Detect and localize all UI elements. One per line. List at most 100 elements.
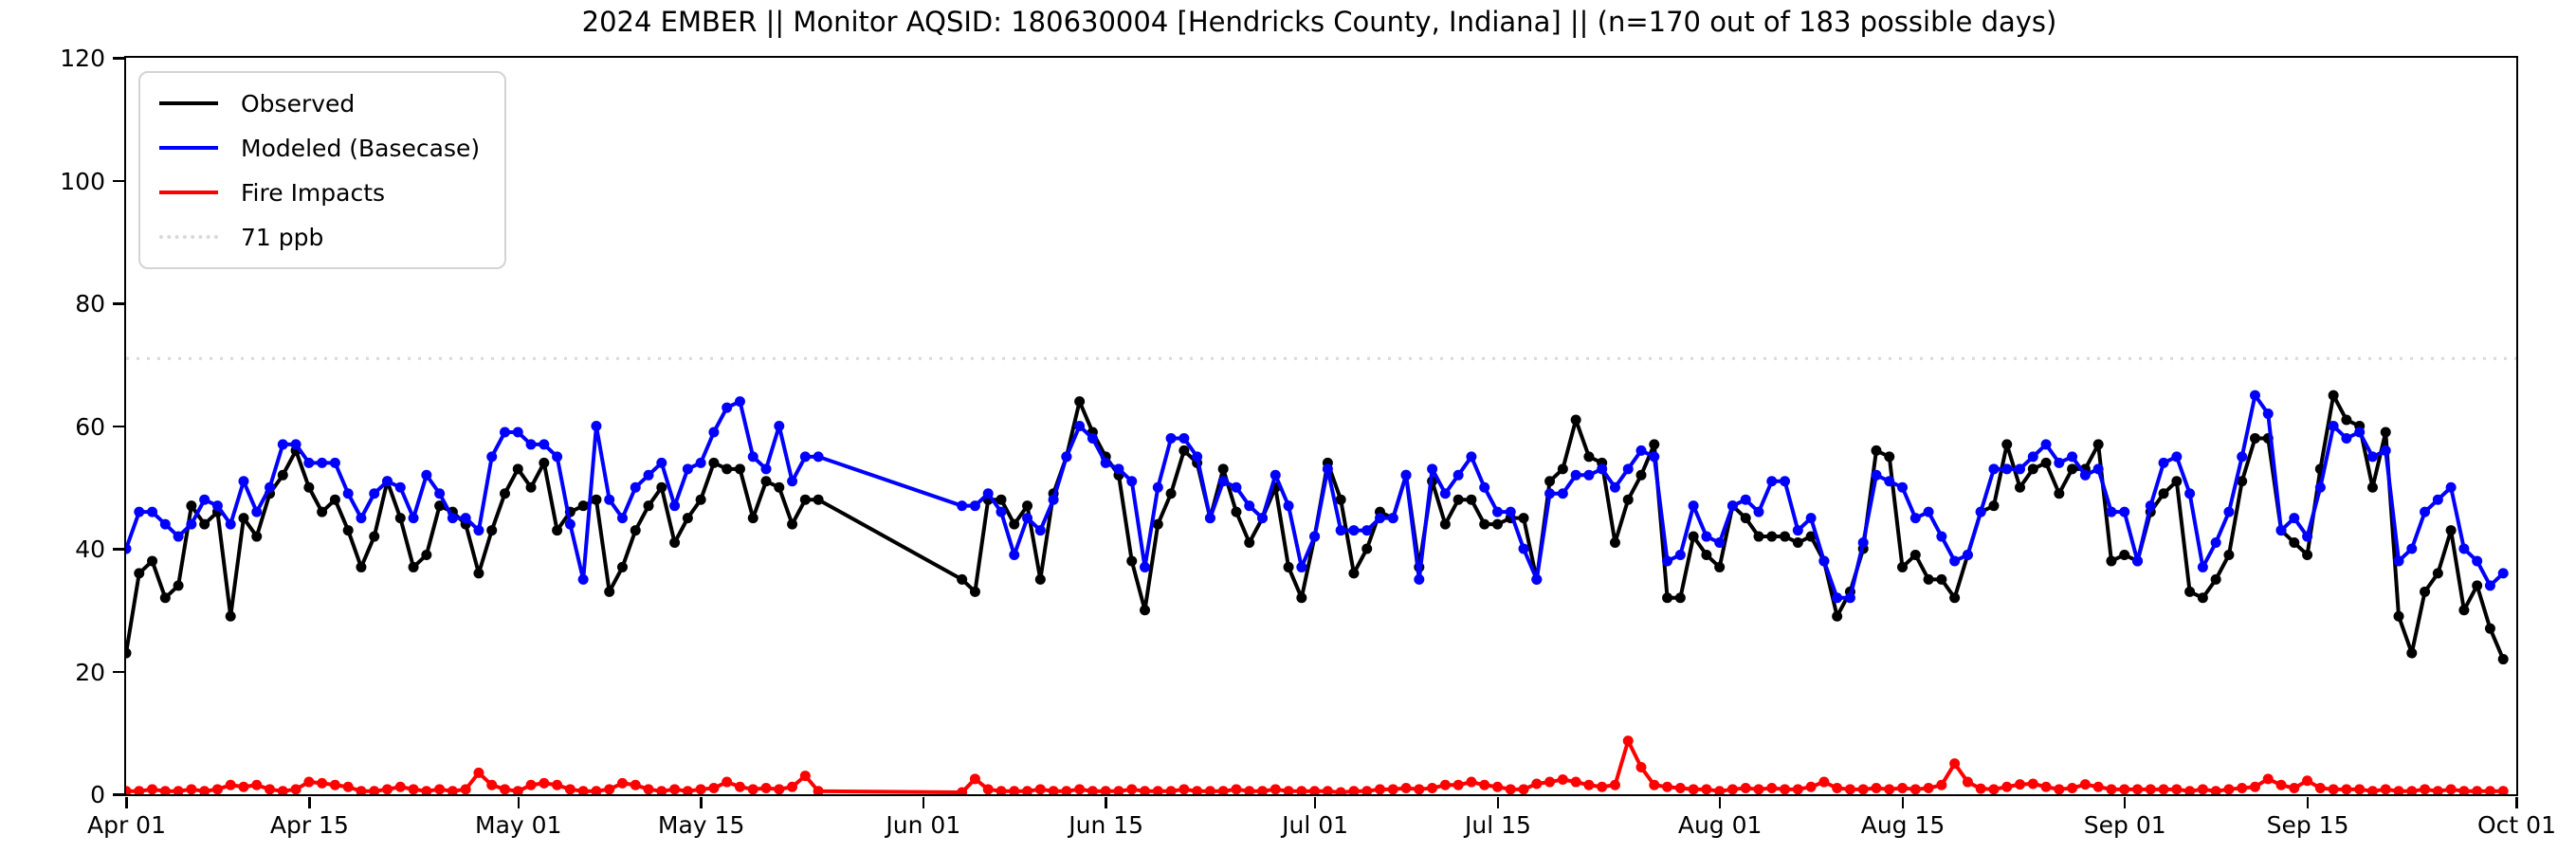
fire-impacts-point (1348, 786, 1360, 794)
observed-point (1909, 549, 1921, 560)
fire-impacts-point (1609, 779, 1620, 790)
fire-impacts-point (1439, 779, 1451, 790)
x-tick-label: Aug 15 (1860, 811, 1946, 839)
modeled-basecase-point (1335, 525, 1346, 536)
fire-impacts-point (1662, 781, 1673, 792)
fire-impacts-point (1244, 786, 1255, 794)
fire-impacts-point (2184, 786, 2196, 794)
modeled-basecase-point (382, 476, 393, 487)
modeled-basecase-point (1074, 421, 1086, 431)
fire-impacts-point (126, 786, 132, 794)
modeled-basecase-point (1400, 469, 1412, 481)
legend-item-observed: Observed (159, 86, 480, 120)
modeled-basecase-point (982, 488, 994, 499)
fire-impacts-point (2420, 784, 2431, 794)
modeled-basecase-point (1178, 432, 1190, 444)
modeled-basecase-point (1688, 500, 1699, 512)
modeled-basecase-point (2328, 421, 2339, 431)
fire-impacts-point (2341, 784, 2352, 794)
modeled-basecase-point (1622, 463, 1634, 475)
observed-point (421, 549, 432, 560)
fire-impacts-point (1857, 784, 1869, 794)
fire-impacts-point (1165, 786, 1177, 794)
modeled-basecase-point (774, 421, 785, 431)
observed-point (2289, 537, 2300, 549)
modeled-basecase-point (630, 481, 641, 493)
observed-point (394, 513, 406, 524)
observed-point (512, 463, 523, 475)
fire-impacts-point (199, 786, 210, 794)
modeled-basecase-point (1009, 549, 1020, 560)
fire-impacts-point (211, 784, 223, 794)
observed-point (1897, 561, 1909, 572)
x-tick-mark (2515, 797, 2518, 808)
fire-impacts-point (1557, 773, 1568, 785)
modeled-basecase-point (1427, 463, 1438, 475)
modeled-basecase-point (1348, 525, 1360, 536)
observed-point (1034, 573, 1046, 585)
fire-impacts-point (996, 786, 1007, 794)
fire-impacts-point (225, 779, 236, 790)
modeled-basecase-point (159, 518, 171, 530)
modeled-basecase-point (329, 457, 340, 468)
modeled-basecase-point (1597, 463, 1608, 475)
modeled-basecase-point (1962, 549, 1973, 560)
fire-impacts-point (1204, 786, 1215, 794)
fire-impacts-point (1988, 784, 2000, 794)
modeled-basecase-point (747, 451, 758, 463)
observed-point (1178, 445, 1190, 456)
observed-point (1231, 506, 1242, 517)
modeled-basecase-point (616, 513, 628, 524)
modeled-basecase-point (1113, 463, 1124, 475)
observed-point (2328, 390, 2339, 401)
observed-point (2223, 549, 2235, 560)
modeled-basecase-point (1061, 451, 1072, 463)
fire-impacts-point (2314, 783, 2326, 794)
modeled-basecase-point (682, 463, 693, 475)
fire-impacts-point (682, 786, 693, 794)
x-tick-mark (1901, 797, 1905, 808)
observed-point (2302, 549, 2313, 560)
x-tick-mark (517, 797, 521, 808)
modeled-basecase-point (447, 513, 458, 524)
observed-point (577, 500, 589, 512)
modeled-basecase-point (1361, 525, 1373, 536)
modeled-basecase-point (2027, 451, 2038, 463)
observed-point (996, 494, 1007, 505)
fire-impacts-point (1414, 784, 1425, 794)
fire-impacts-point (1753, 784, 1764, 794)
modeled-basecase-point (734, 396, 745, 408)
legend-label: 71 ppb (241, 223, 324, 251)
modeled-basecase-point (1296, 561, 1307, 572)
observed-point (473, 568, 484, 579)
fire-impacts-point (525, 779, 537, 790)
modeled-basecase-point (486, 451, 498, 463)
modeled-basecase-point (186, 518, 197, 530)
modeled-basecase-point (1231, 481, 1242, 493)
x-tick-mark (700, 797, 703, 808)
fire-impacts-point (329, 779, 340, 790)
y-tick-label: 80 (75, 290, 105, 318)
observed-point (1335, 494, 1346, 505)
fire-impacts-point (186, 784, 197, 794)
modeled-basecase-point (1805, 513, 1817, 524)
modeled-basecase-point (1753, 506, 1764, 517)
fire-impacts-point (1074, 784, 1086, 794)
modeled-basecase-point (1505, 506, 1516, 517)
observed-point (747, 513, 758, 524)
observed-point (2054, 488, 2065, 499)
modeled-basecase-point (1988, 463, 2000, 475)
fire-impacts-point (1270, 784, 1281, 794)
observed-point (669, 537, 681, 549)
observed-point (591, 494, 602, 505)
observed-point (1570, 414, 1581, 426)
fire-impacts-point (1701, 784, 1712, 794)
observed-point (2237, 476, 2248, 487)
modeled-basecase-point (1674, 549, 1686, 560)
modeled-basecase-point (1204, 513, 1215, 524)
modeled-basecase-point (356, 513, 367, 524)
fire-impacts-point (787, 781, 798, 792)
observed-point (199, 518, 210, 530)
fire-impacts-point (1009, 786, 1020, 794)
observed-point (1009, 518, 1020, 530)
